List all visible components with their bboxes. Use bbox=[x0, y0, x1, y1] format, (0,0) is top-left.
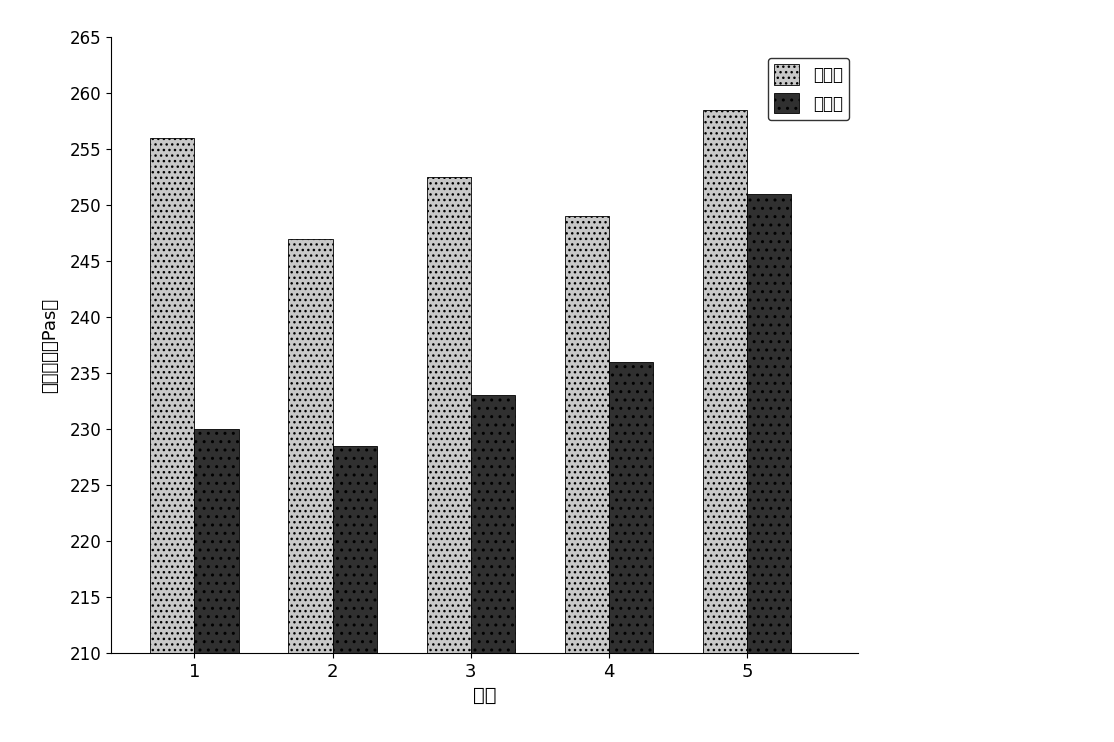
Bar bbox=[471, 395, 515, 653]
Bar bbox=[703, 110, 747, 653]
Bar bbox=[150, 138, 194, 653]
Bar bbox=[747, 194, 791, 653]
X-axis label: 样品: 样品 bbox=[472, 686, 497, 705]
Bar bbox=[333, 446, 377, 653]
Bar bbox=[194, 429, 238, 653]
Legend: 灭菌前, 灭菌后: 灭菌前, 灭菌后 bbox=[768, 58, 850, 120]
Bar bbox=[609, 362, 653, 653]
Bar bbox=[289, 239, 333, 653]
Bar bbox=[565, 216, 609, 653]
Bar bbox=[427, 177, 471, 653]
Y-axis label: 动力粘度（Pas）: 动力粘度（Pas） bbox=[41, 298, 59, 393]
